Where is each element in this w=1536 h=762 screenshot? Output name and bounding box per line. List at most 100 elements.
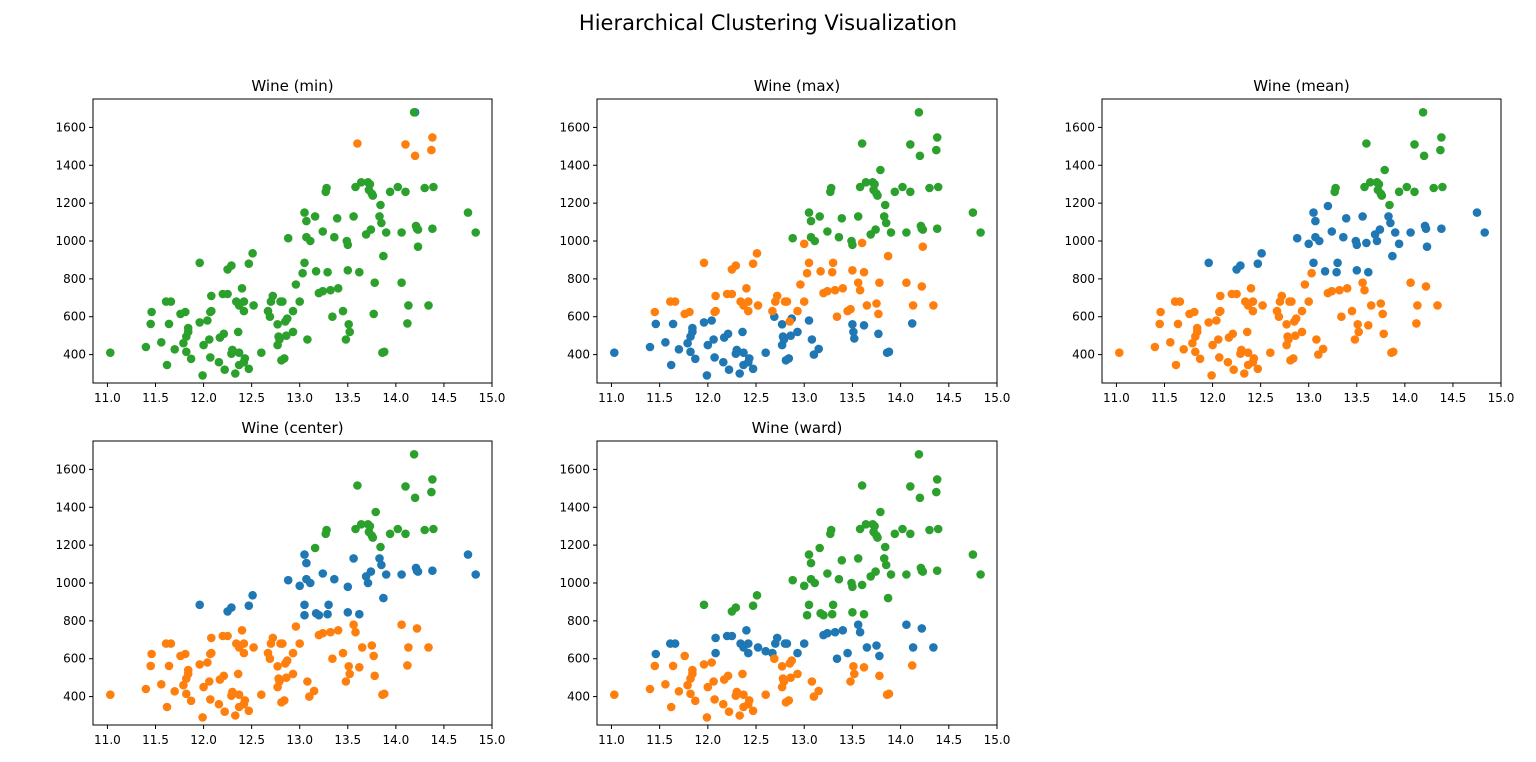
data-point — [1304, 239, 1313, 249]
data-point — [1388, 251, 1397, 261]
data-point — [932, 145, 941, 155]
data-point — [814, 344, 823, 354]
data-point — [179, 680, 188, 690]
data-point — [1266, 348, 1275, 358]
data-point — [976, 570, 985, 579]
data-point — [883, 593, 893, 603]
data-point — [691, 696, 700, 706]
data-point — [932, 133, 942, 142]
data-point — [1312, 335, 1321, 344]
data-point — [906, 482, 915, 491]
data-point — [1248, 306, 1258, 316]
data-point — [471, 228, 481, 237]
data-point — [311, 267, 321, 276]
data-point — [761, 646, 770, 656]
data-point — [355, 663, 364, 672]
y-tick-label: 1600 — [559, 120, 590, 134]
data-point — [1291, 314, 1301, 323]
data-point — [295, 639, 305, 648]
data-point — [397, 620, 406, 629]
data-point — [341, 335, 351, 344]
data-point — [816, 267, 825, 276]
y-tick-label: 400 — [1072, 348, 1095, 362]
data-point — [228, 345, 237, 355]
figure-title: Hierarchical Clustering Visualization — [579, 11, 957, 35]
data-point — [199, 682, 208, 692]
data-point — [745, 354, 754, 363]
data-point — [463, 208, 473, 217]
x-tick-label: 13.0 — [1295, 391, 1322, 405]
data-point — [742, 626, 751, 635]
data-point — [1379, 329, 1388, 339]
y-tick-label: 1000 — [1064, 234, 1095, 248]
data-point — [848, 240, 857, 250]
x-tick-label: 12.5 — [743, 733, 770, 747]
data-point — [772, 291, 782, 301]
data-point — [380, 689, 389, 699]
data-point — [1437, 224, 1446, 233]
data-point — [1389, 347, 1398, 357]
data-point — [727, 289, 737, 299]
data-point — [686, 347, 695, 357]
data-point — [709, 677, 718, 686]
x-tick-label: 14.5 — [1440, 391, 1467, 405]
data-point — [1352, 266, 1362, 275]
data-point — [1214, 335, 1223, 344]
data-point — [875, 671, 884, 681]
data-point — [413, 567, 423, 576]
x-tick-label: 14.0 — [887, 733, 914, 747]
y-tick-label: 1600 — [559, 462, 590, 476]
data-point — [179, 338, 188, 348]
data-point — [147, 649, 156, 659]
data-point — [1195, 354, 1205, 364]
data-point — [303, 677, 312, 686]
data-point — [318, 227, 328, 236]
data-point — [782, 639, 792, 648]
data-point — [1258, 301, 1267, 310]
data-point — [332, 214, 342, 223]
data-point — [380, 347, 389, 357]
data-point — [1175, 297, 1185, 306]
data-point — [164, 319, 174, 329]
data-point — [207, 306, 216, 316]
x-tick-label: 12.0 — [190, 391, 217, 405]
data-point — [206, 353, 215, 362]
data-point — [932, 475, 942, 484]
data-point — [870, 179, 879, 189]
data-point — [968, 208, 978, 217]
data-point — [1320, 267, 1330, 276]
data-point — [1421, 224, 1431, 233]
x-tick-label: 13.0 — [791, 391, 818, 405]
data-point — [248, 591, 257, 600]
y-tick-label: 1400 — [55, 500, 86, 514]
data-point — [1277, 291, 1287, 301]
data-point — [907, 661, 917, 670]
data-point — [1216, 306, 1225, 316]
x-tick-label: 11.5 — [142, 391, 169, 405]
data-point — [427, 487, 436, 497]
data-point — [1410, 140, 1419, 149]
data-point — [363, 578, 373, 588]
data-point — [1309, 208, 1318, 217]
data-point — [323, 267, 332, 277]
data-point — [198, 371, 207, 380]
data-point — [273, 320, 282, 329]
x-tick-label: 15.0 — [479, 391, 506, 405]
data-point — [239, 648, 249, 658]
data-point — [1352, 240, 1362, 250]
data-point — [1421, 282, 1431, 291]
data-point — [699, 660, 709, 669]
data-point — [929, 301, 938, 310]
x-tick-label: 15.0 — [984, 391, 1011, 405]
data-point — [857, 580, 867, 590]
series-2 — [310, 450, 438, 553]
data-point — [343, 582, 353, 592]
data-point — [164, 661, 174, 671]
data-point — [182, 689, 191, 699]
data-point — [884, 689, 894, 699]
data-point — [779, 677, 789, 686]
data-point — [610, 690, 619, 699]
data-point — [849, 662, 858, 671]
data-point — [933, 182, 943, 192]
x-tick-label: 12.5 — [1247, 391, 1274, 405]
